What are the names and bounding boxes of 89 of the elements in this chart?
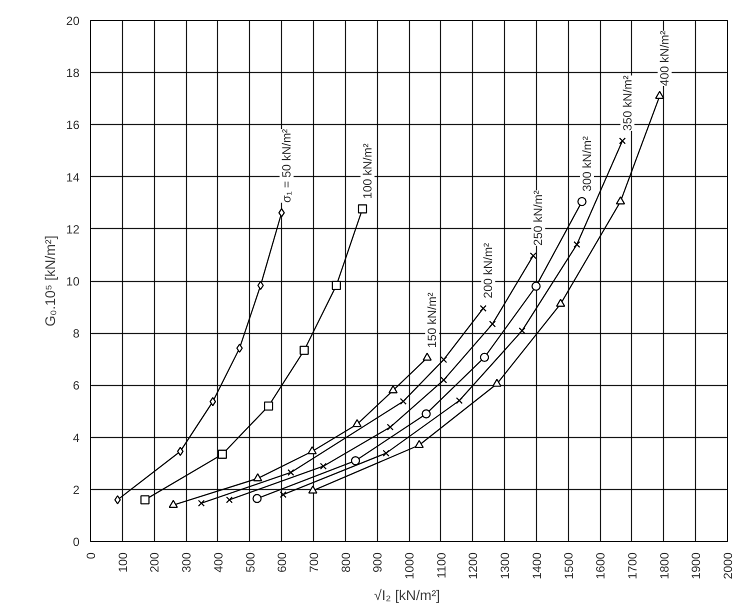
point xyxy=(352,419,362,428)
y-tick-label: 4 xyxy=(72,430,80,445)
x-tick-label: 400 xyxy=(211,552,226,573)
point xyxy=(618,137,626,144)
point xyxy=(530,252,537,260)
x-tick-label: 1200 xyxy=(466,552,480,580)
point xyxy=(358,204,368,214)
point xyxy=(252,494,262,504)
point xyxy=(400,398,407,405)
point xyxy=(414,440,424,448)
y-tick-label: 0 xyxy=(72,535,80,549)
text: 350 kN/m² xyxy=(620,75,634,131)
text: σ₁ = 50 kN/m² xyxy=(280,128,294,203)
point xyxy=(480,352,490,362)
x-tick-label: 700 xyxy=(306,552,321,573)
x-axis-title: √I₂ [kN/m²] xyxy=(374,587,440,604)
x-tick-label: 500 xyxy=(243,552,258,573)
x-tick-label: 1700 xyxy=(625,552,640,580)
x-tick-label: 1500 xyxy=(562,552,576,580)
x-tick-label: 1300 xyxy=(498,552,512,580)
x-tick-label: 300 xyxy=(180,552,194,573)
point xyxy=(573,241,580,248)
point xyxy=(422,409,431,418)
point xyxy=(226,496,233,504)
text: 300 kN/m² xyxy=(580,136,594,192)
point xyxy=(114,495,121,504)
point xyxy=(531,282,541,291)
text: 200 kN/m² xyxy=(481,242,496,298)
point xyxy=(218,450,227,459)
y-tick-label: 20 xyxy=(66,14,80,28)
x-tick-label: 800 xyxy=(338,552,353,573)
y-tick-label: 8 xyxy=(72,326,80,341)
point xyxy=(253,473,262,482)
point xyxy=(386,424,394,431)
point xyxy=(210,397,216,406)
point xyxy=(320,462,327,470)
y-tick-label: 6 xyxy=(72,378,80,393)
text: 150 kN/m² xyxy=(425,292,440,348)
y-tick-label: 14 xyxy=(66,170,80,184)
point xyxy=(198,500,205,507)
x-tick-label: 1000 xyxy=(402,552,416,580)
point xyxy=(489,320,496,328)
x-tick-label: 0 xyxy=(84,552,98,560)
point xyxy=(308,485,318,494)
point xyxy=(492,378,502,387)
y-tick-label: 16 xyxy=(66,118,80,132)
point xyxy=(264,401,274,411)
x-tick-label: 1100 xyxy=(434,552,448,578)
point xyxy=(350,456,360,466)
x-tick-label: 1400 xyxy=(530,552,544,580)
point xyxy=(388,385,398,394)
y-axis-title: G₀.10⁵ [kN/m²] xyxy=(42,236,58,326)
point xyxy=(655,90,664,99)
point xyxy=(440,356,448,364)
y-tick-label: 12 xyxy=(66,222,80,236)
y-tick-label: 2 xyxy=(72,482,80,497)
point xyxy=(300,346,309,355)
y-tick-label: 10 xyxy=(66,274,80,288)
point xyxy=(280,491,287,498)
point xyxy=(456,397,463,404)
point xyxy=(177,446,184,456)
x-tick-label: 1800 xyxy=(657,552,672,580)
text: 100 kN/m² xyxy=(360,143,374,199)
point xyxy=(168,500,178,508)
point xyxy=(332,280,341,290)
point xyxy=(140,495,150,504)
x-tick-label: 600 xyxy=(275,552,290,573)
x-tick-label: 900 xyxy=(370,552,385,573)
x-tick-label: 2000 xyxy=(721,552,735,580)
x-tick-label: 1600 xyxy=(594,552,608,580)
point xyxy=(440,376,448,384)
point xyxy=(278,208,285,218)
x-tick-label: 200 xyxy=(148,552,162,573)
point xyxy=(577,196,587,206)
x-tick-label: 100 xyxy=(116,552,130,573)
point xyxy=(308,446,317,454)
point xyxy=(382,450,390,457)
point xyxy=(236,344,243,353)
point xyxy=(616,196,626,204)
text: 250 kN/m² xyxy=(531,190,546,246)
text: 400 kN/m² xyxy=(658,30,672,86)
x-tick-label: 1900 xyxy=(689,552,704,580)
point xyxy=(422,352,432,361)
y-tick-label: 18 xyxy=(66,66,80,80)
point xyxy=(287,469,294,476)
point xyxy=(556,298,566,307)
point xyxy=(480,304,487,312)
point xyxy=(257,280,264,290)
point xyxy=(518,327,526,334)
